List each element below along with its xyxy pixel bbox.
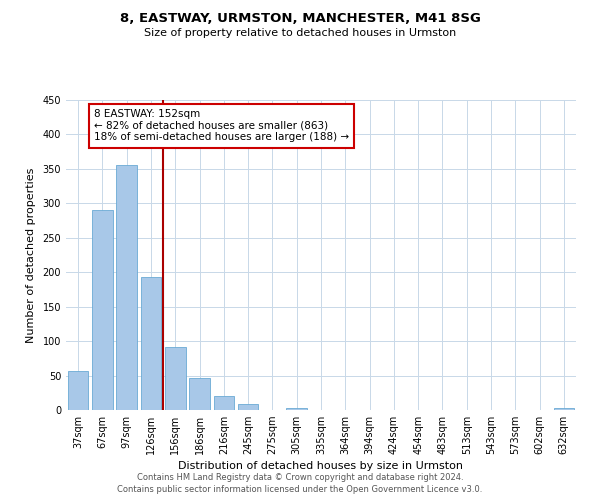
Bar — [165, 348, 185, 410]
Bar — [214, 396, 234, 410]
Text: Contains public sector information licensed under the Open Government Licence v3: Contains public sector information licen… — [118, 486, 482, 494]
Bar — [68, 370, 88, 410]
Bar — [140, 277, 161, 410]
Bar — [554, 408, 574, 410]
Text: 8 EASTWAY: 152sqm
← 82% of detached houses are smaller (863)
18% of semi-detache: 8 EASTWAY: 152sqm ← 82% of detached hous… — [94, 110, 349, 142]
Text: 8, EASTWAY, URMSTON, MANCHESTER, M41 8SG: 8, EASTWAY, URMSTON, MANCHESTER, M41 8SG — [119, 12, 481, 26]
Y-axis label: Number of detached properties: Number of detached properties — [26, 168, 35, 342]
X-axis label: Distribution of detached houses by size in Urmston: Distribution of detached houses by size … — [179, 462, 464, 471]
Bar — [286, 408, 307, 410]
Bar — [189, 378, 210, 410]
Bar — [238, 404, 259, 410]
Text: Contains HM Land Registry data © Crown copyright and database right 2024.: Contains HM Land Registry data © Crown c… — [137, 473, 463, 482]
Bar — [116, 166, 137, 410]
Bar — [92, 210, 113, 410]
Text: Size of property relative to detached houses in Urmston: Size of property relative to detached ho… — [144, 28, 456, 38]
